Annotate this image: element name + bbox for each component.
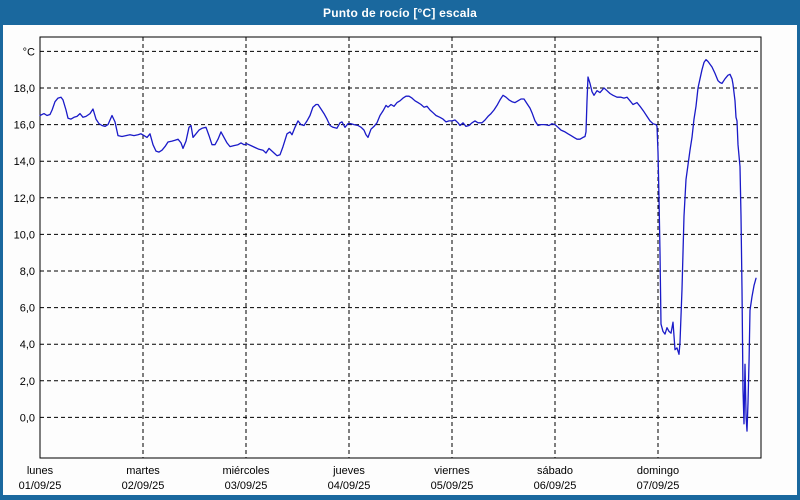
x-tick-day-label: sábado bbox=[537, 465, 573, 477]
y-tick-label: 6,0 bbox=[20, 303, 35, 315]
title-bar: Punto de rocío [°C] escala bbox=[0, 0, 800, 25]
y-tick-label: 2,0 bbox=[20, 376, 35, 388]
y-tick-label: 4,0 bbox=[20, 339, 35, 351]
x-tick-date-label: 06/09/25 bbox=[534, 480, 577, 492]
x-tick-date-label: 02/09/25 bbox=[122, 480, 165, 492]
x-tick-day-label: martes bbox=[126, 465, 160, 477]
x-tick-date-label: 05/09/25 bbox=[431, 480, 474, 492]
y-axis-unit-label: °C bbox=[23, 46, 35, 58]
x-tick-date-label: 03/09/25 bbox=[225, 480, 268, 492]
x-tick-day-label: viernes bbox=[434, 465, 470, 477]
chart-panel bbox=[3, 25, 797, 495]
y-tick-label: 12,0 bbox=[14, 193, 35, 205]
y-tick-label: 0,0 bbox=[20, 412, 35, 424]
plot-border bbox=[39, 36, 762, 459]
chart-title: Punto de rocío [°C] escala bbox=[322, 5, 478, 20]
x-tick-day-label: domingo bbox=[637, 465, 679, 477]
x-tick-day-label: miércoles bbox=[222, 465, 270, 477]
x-tick-day-label: lunes bbox=[27, 465, 54, 477]
x-tick-date-label: 01/09/25 bbox=[19, 480, 62, 492]
y-tick-label: 18,0 bbox=[14, 83, 35, 95]
dewpoint-line bbox=[39, 58, 757, 432]
x-tick-day-label: jueves bbox=[332, 465, 365, 477]
y-tick-label: 8,0 bbox=[20, 266, 35, 278]
x-tick-date-label: 04/09/25 bbox=[328, 480, 371, 492]
y-tick-label: 16,0 bbox=[14, 120, 35, 132]
y-tick-label: 10,0 bbox=[14, 229, 35, 241]
x-tick-date-label: 07/09/25 bbox=[637, 480, 680, 492]
y-tick-label: 14,0 bbox=[14, 156, 35, 168]
